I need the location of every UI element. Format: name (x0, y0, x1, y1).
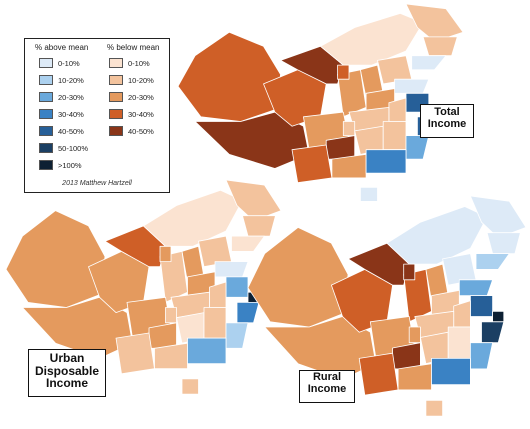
legend-label: 0-10% (58, 58, 80, 68)
province-liaoning (231, 235, 265, 252)
legend-label: 10-20% (128, 75, 154, 85)
province-liaoning (411, 55, 447, 71)
legend-item: 10-20% (109, 75, 154, 85)
map-rural (247, 195, 527, 417)
title-rural-income: Rural Income (299, 370, 355, 403)
province-inner-mong (386, 206, 488, 265)
legend-item: 30-40% (39, 109, 84, 119)
legend-item: 20-30% (39, 92, 84, 102)
legend-swatch (39, 109, 53, 119)
province-jiangsu (225, 276, 249, 298)
province-guangxi (154, 342, 188, 370)
legend-item: 50-100% (39, 143, 88, 153)
province-hainan (425, 399, 444, 417)
legend-label: 0-10% (128, 58, 150, 68)
legend: % above mean % below mean 0-10% 10-20% 2… (24, 38, 170, 193)
province-tibet (22, 296, 133, 359)
province-fujian (225, 322, 249, 349)
legend-item: 0-10% (39, 58, 80, 68)
province-hainan (181, 378, 199, 395)
province-tibet (264, 316, 377, 380)
province-chongqing (342, 121, 356, 137)
province-chongqing (165, 307, 177, 324)
province-hainan (359, 186, 378, 202)
province-fujian (469, 342, 494, 370)
legend-item: 40-50% (109, 126, 154, 136)
legend-swatch (39, 75, 53, 85)
province-jilin (242, 215, 276, 237)
province-shandong (214, 261, 249, 278)
province-zhejiang (236, 301, 260, 324)
province-guangxi (397, 363, 432, 391)
province-jiangxi (447, 326, 471, 359)
province-inner-mong (143, 189, 243, 247)
legend-above-header: % above mean (35, 43, 89, 52)
province-ningxia (159, 245, 172, 263)
province-chongqing (408, 326, 421, 344)
province-shanghai (492, 310, 505, 323)
title-total-income: Total Income (420, 104, 474, 138)
province-jilin (422, 36, 458, 57)
province-guangdong (187, 337, 227, 365)
legend-swatch (109, 109, 123, 119)
province-yunnan (291, 144, 333, 184)
province-yunnan (358, 352, 399, 396)
credit-text: 2013 Matthew Hartzell (62, 180, 132, 187)
province-inner-mong (320, 12, 424, 66)
province-xinjiang (177, 31, 282, 122)
legend-item: 10-20% (39, 75, 84, 85)
legend-label: 50-100% (58, 143, 89, 153)
province-zhejiang (481, 321, 505, 344)
legend-item: 0-10% (109, 58, 150, 68)
province-guangdong (365, 149, 407, 174)
province-ningxia (337, 64, 350, 80)
legend-item: 20-30% (109, 92, 154, 102)
province-jiangsu (469, 295, 494, 317)
legend-swatch (39, 160, 53, 170)
province-fujian (405, 135, 430, 160)
province-guangxi (331, 153, 367, 179)
legend-label: 40-50% (128, 126, 154, 136)
legend-item: 40-50% (39, 126, 84, 136)
legend-swatch (109, 92, 123, 102)
province-yunnan (115, 332, 155, 375)
legend-swatch (109, 75, 123, 85)
legend-label: 30-40% (58, 109, 84, 119)
legend-label: 30-40% (128, 109, 154, 119)
legend-swatch (39, 143, 53, 153)
province-tibet (194, 111, 310, 169)
legend-label: 20-30% (58, 92, 84, 102)
legend-label: 10-20% (58, 75, 84, 85)
legend-item: 30-40% (109, 109, 154, 119)
legend-label: 40-50% (58, 126, 84, 136)
province-jiangxi (203, 307, 227, 339)
province-shandong (458, 279, 494, 297)
legend-swatch (39, 58, 53, 68)
legend-swatch (39, 92, 53, 102)
legend-item: >100% (39, 160, 82, 170)
province-shandong (394, 78, 430, 94)
legend-label: 20-30% (128, 92, 154, 102)
legend-swatch (39, 126, 53, 136)
legend-swatch (109, 58, 123, 68)
legend-below-header: % below mean (107, 43, 160, 52)
legend-swatch (109, 126, 123, 136)
title-urban-disposable-income: Urban Disposable Income (28, 349, 106, 397)
province-liaoning (475, 253, 510, 270)
province-guangdong (431, 357, 471, 386)
province-ningxia (403, 263, 416, 281)
legend-label: >100% (58, 160, 82, 170)
map-total (177, 3, 464, 202)
province-jiangxi (382, 121, 407, 151)
province-xinjiang (5, 210, 106, 308)
province-jilin (486, 232, 521, 255)
province-xinjiang (247, 226, 349, 328)
